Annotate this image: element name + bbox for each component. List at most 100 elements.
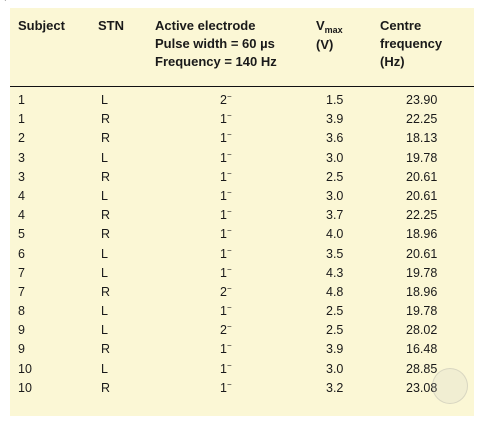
cell-electrode-number: 1 — [220, 208, 227, 223]
cell-vmax: 3.0 — [326, 361, 344, 376]
header-stn: STN — [98, 18, 124, 33]
cell-electrode-number: 1 — [220, 169, 227, 184]
cell-subject: 9 — [18, 342, 25, 357]
cell-subject: 10 — [18, 361, 32, 376]
cell-electrode: 1− — [220, 302, 232, 322]
cell-stn: L — [101, 265, 108, 280]
header-centre-frequency: Centre frequency (Hz) — [380, 17, 442, 71]
table-row: 5 R 1− 4.0 18.96 — [10, 225, 474, 244]
cell-centre-frequency: 23.90 — [406, 93, 438, 107]
cell-vmax: 2.5 — [326, 169, 344, 184]
cell-electrode-sign: − — [226, 168, 232, 178]
cell-subject: 1 — [18, 93, 25, 107]
cell-vmax: 3.9 — [326, 112, 344, 127]
cell-vmax: 3.0 — [326, 188, 344, 203]
cell-subject: 5 — [18, 227, 25, 242]
header-subject: Subject — [18, 18, 65, 33]
cell-electrode-sign: − — [226, 245, 232, 255]
cell-electrode-number: 1 — [220, 246, 227, 261]
cell-electrode-sign: − — [226, 226, 232, 236]
cell-electrode-number: 1 — [220, 361, 227, 376]
cell-subject: 2 — [18, 131, 25, 146]
table-body: 1 L 2− 1.5 23.90 1 R 1− 3.9 22.25 2 R 1− 3.6 18.13 3 L 1−… — [10, 91, 474, 398]
header-vmax-unit: (V) — [316, 37, 334, 52]
cell-electrode: 1− — [220, 187, 232, 207]
table-row: 10 L 1− 3.0 28.85 — [10, 360, 474, 379]
cell-electrode-sign: − — [226, 360, 232, 370]
cell-electrode-sign: − — [226, 111, 232, 121]
cell-electrode-sign: − — [226, 149, 232, 159]
cell-stn: L — [101, 150, 108, 165]
cell-electrode-number: 2 — [220, 323, 227, 338]
cell-electrode-sign: − — [226, 303, 232, 313]
cell-electrode-sign: − — [226, 379, 232, 389]
cell-centre-frequency: 19.78 — [406, 265, 438, 280]
cell-vmax: 3.5 — [326, 246, 344, 261]
cell-electrode: 1− — [220, 360, 232, 380]
header-rule — [10, 86, 474, 87]
table-row: 7 R 2− 4.8 18.96 — [10, 283, 474, 302]
cell-electrode: 2− — [220, 91, 232, 111]
cell-subject: 8 — [18, 304, 25, 319]
header-vmax-main: V — [316, 18, 325, 33]
cell-subject: 7 — [18, 284, 25, 299]
table-row: 10 R 1− 3.2 23.08 — [10, 379, 474, 398]
cell-electrode-number: 1 — [220, 188, 227, 203]
cell-centre-frequency: 18.96 — [406, 284, 438, 299]
cell-stn: R — [101, 380, 111, 395]
cell-vmax: 2.5 — [326, 323, 344, 338]
cell-vmax: 3.2 — [326, 380, 344, 395]
cell-centre-frequency: 20.61 — [406, 188, 438, 203]
header-centre-line1: Centre — [380, 18, 422, 33]
cell-stn: R — [101, 169, 111, 184]
header-active-line2: Pulse width = 60 µs — [155, 36, 275, 51]
cell-electrode: 1− — [220, 264, 232, 284]
table-header: Subject STN Active electrode Pulse width… — [10, 8, 474, 86]
table-row: 3 R 1− 2.5 20.61 — [10, 168, 474, 187]
cell-electrode-number: 1 — [220, 112, 227, 127]
cell-vmax: 3.9 — [326, 342, 344, 357]
cell-centre-frequency: 28.02 — [406, 323, 438, 338]
cell-electrode-number: 1 — [220, 304, 227, 319]
cell-stn: L — [101, 304, 108, 319]
cell-electrode-number: 1 — [220, 342, 227, 357]
cell-electrode-number: 1 — [220, 265, 227, 280]
header-active-line3: Frequency = 140 Hz — [155, 54, 277, 69]
cell-subject: 1 — [18, 112, 25, 127]
cell-stn: R — [101, 112, 111, 127]
cell-vmax: 4.0 — [326, 227, 344, 242]
cell-electrode: 2− — [220, 283, 232, 303]
cell-subject: 6 — [18, 246, 25, 261]
cell-stn: L — [101, 323, 108, 338]
table-row: 4 L 1− 3.0 20.61 — [10, 187, 474, 206]
cell-centre-frequency: 22.25 — [406, 112, 438, 127]
cell-electrode-number: 1 — [220, 150, 227, 165]
cell-centre-frequency: 20.61 — [406, 246, 438, 261]
cell-electrode: 1− — [220, 379, 232, 399]
cell-electrode: 1− — [220, 110, 232, 130]
cell-electrode-number: 1 — [220, 380, 227, 395]
cell-electrode: 1− — [220, 149, 232, 169]
cell-centre-frequency: 19.78 — [406, 304, 438, 319]
table-row: 2 R 1− 3.6 18.13 — [10, 129, 474, 148]
cell-centre-frequency: 22.25 — [406, 208, 438, 223]
table-row: 6 L 1− 3.5 20.61 — [10, 245, 474, 264]
cell-subject: 9 — [18, 323, 25, 338]
table-panel: Subject STN Active electrode Pulse width… — [10, 8, 474, 416]
cell-electrode-number: 1 — [220, 131, 227, 146]
cell-stn: L — [101, 188, 108, 203]
cell-subject: 4 — [18, 188, 25, 203]
cell-electrode-number: 2 — [220, 284, 227, 299]
table-row: 7 L 1− 4.3 19.78 — [10, 264, 474, 283]
table-row: 4 R 1− 3.7 22.25 — [10, 206, 474, 225]
table-row: 9 L 2− 2.5 28.02 — [10, 321, 474, 340]
cell-stn: R — [101, 131, 111, 146]
cell-centre-frequency: 19.78 — [406, 150, 438, 165]
cell-electrode: 1− — [220, 225, 232, 245]
cell-centre-frequency: 20.61 — [406, 169, 438, 184]
cell-electrode-number: 1 — [220, 227, 227, 242]
header-active-line1: Active electrode — [155, 18, 256, 33]
cell-centre-frequency: 18.13 — [406, 131, 438, 146]
cell-centre-frequency: 18.96 — [406, 227, 438, 242]
cell-electrode-sign: − — [226, 264, 232, 274]
